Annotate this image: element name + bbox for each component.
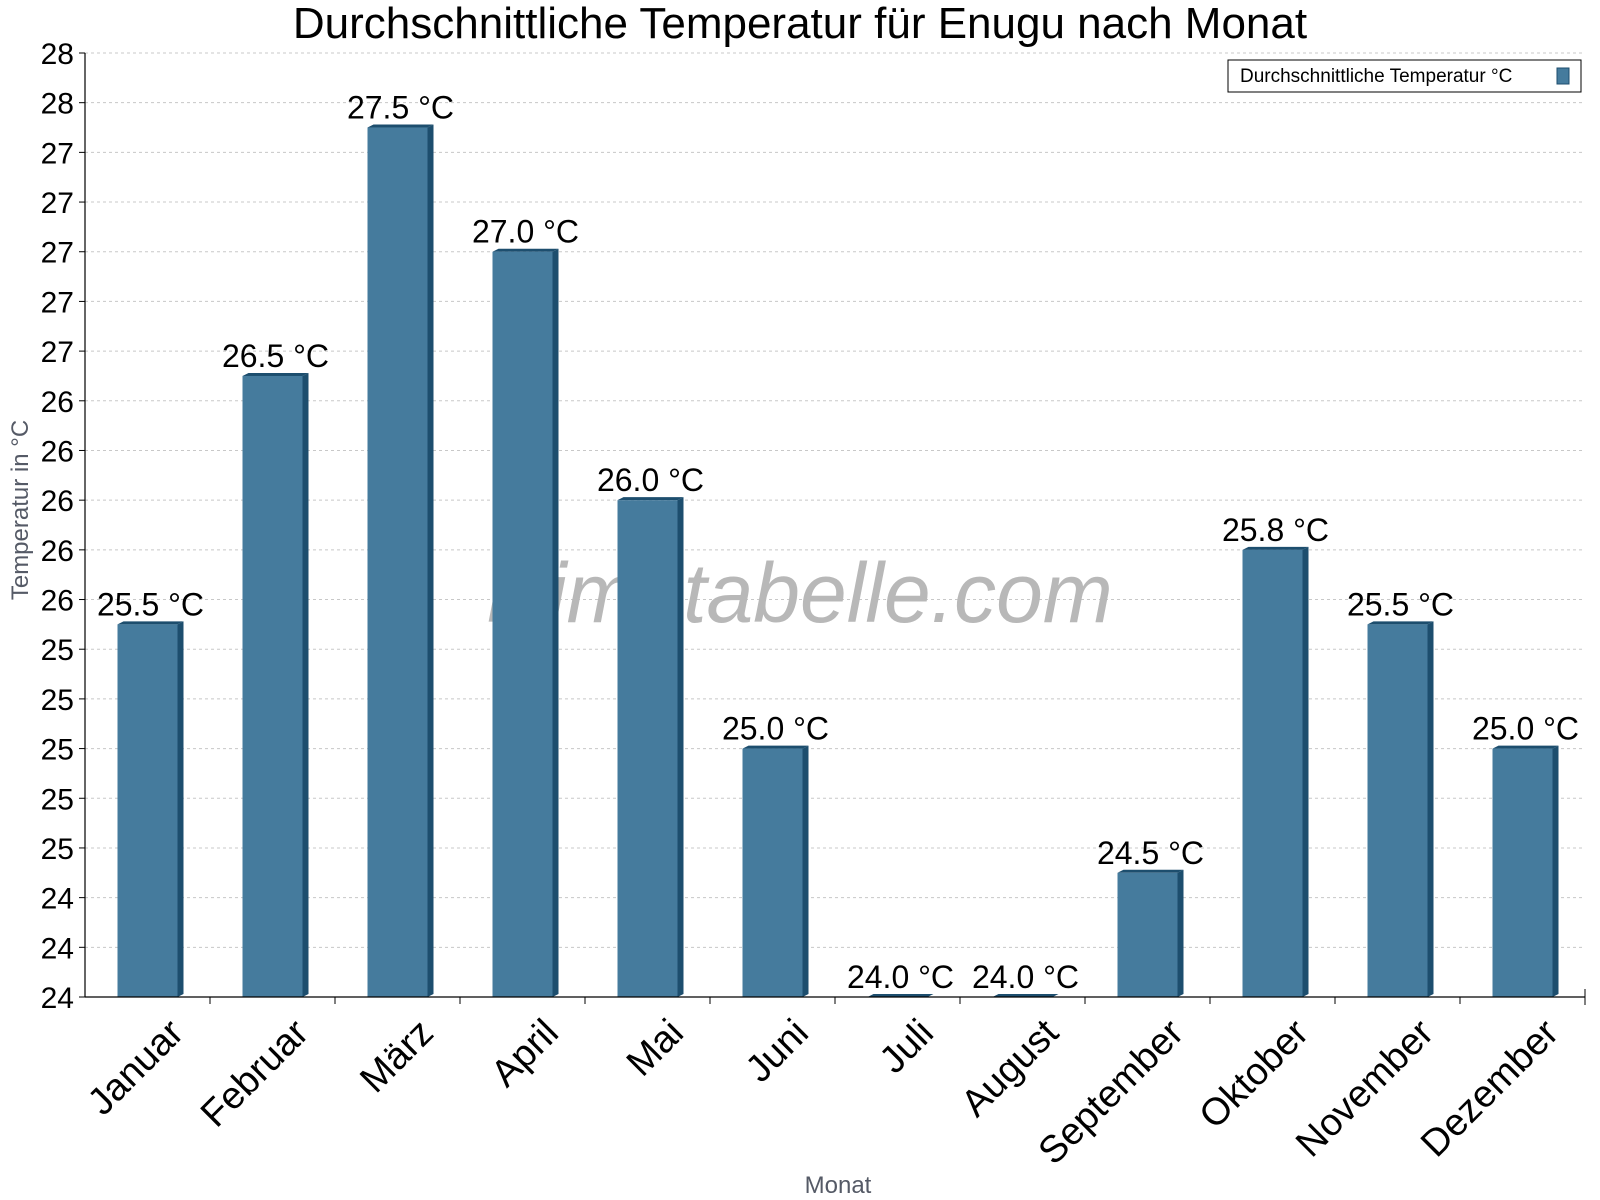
y-tick-label: 26 xyxy=(41,585,74,618)
bar-top xyxy=(742,745,809,749)
chart-title: Durchschnittliche Temperatur für Enugu n… xyxy=(293,0,1307,48)
bar-side xyxy=(1552,745,1559,997)
x-tick-label: März xyxy=(352,1012,441,1101)
y-axis-label: Temperatur in °C xyxy=(7,420,34,600)
bar-top xyxy=(1117,869,1184,873)
bar-top xyxy=(492,248,559,252)
bar-top xyxy=(367,124,434,128)
y-tick-label: 24 xyxy=(41,883,74,916)
x-tick-label: Juli xyxy=(872,1012,942,1082)
bar xyxy=(1367,624,1428,997)
y-axis: 24 24 24 25 25 25 25 25 26 26 26 26 26 27 27 27 27 27 28 28 xyxy=(41,38,86,1015)
legend-box xyxy=(1227,59,1582,93)
data-label: 25.0 °C xyxy=(1472,711,1579,747)
bar xyxy=(1492,748,1553,997)
y-tick-label: 24 xyxy=(41,982,74,1015)
data-label: 24.5 °C xyxy=(1097,835,1204,871)
x-tick-label: Dezember xyxy=(1413,1011,1567,1165)
data-label: 25.0 °C xyxy=(722,711,829,747)
x-tick-label: Januar xyxy=(80,1011,192,1123)
bar xyxy=(1242,549,1303,997)
y-tick-label: 25 xyxy=(41,634,74,667)
y-tick-label: 26 xyxy=(41,435,74,468)
bar-top xyxy=(1367,621,1434,625)
x-tick-label: Mai xyxy=(619,1012,692,1085)
grid-lines xyxy=(85,52,1585,998)
x-tick-label: Juni xyxy=(738,1012,817,1091)
y-tick-label: 26 xyxy=(41,485,74,518)
watermark-layer: klimatabelle.com xyxy=(487,546,1113,640)
data-label: 25.5 °C xyxy=(1347,586,1454,622)
x-axis-label: Monat xyxy=(805,1172,872,1199)
bars xyxy=(117,124,1559,998)
y-tick-label: 26 xyxy=(41,535,74,568)
bar-top xyxy=(1492,745,1559,749)
bar-side xyxy=(177,621,184,997)
data-label: 24.0 °C xyxy=(847,959,954,995)
x-tick-label: Oktober xyxy=(1192,1011,1318,1137)
data-label: 27.0 °C xyxy=(472,214,579,250)
bar-side xyxy=(1427,621,1434,997)
bar xyxy=(742,748,803,997)
data-label: 25.5 °C xyxy=(97,586,204,622)
bar-side xyxy=(677,497,684,997)
y-tick-label: 26 xyxy=(41,386,74,419)
bar-top xyxy=(1242,546,1309,550)
bar-side xyxy=(427,124,434,998)
bar-side xyxy=(302,372,309,997)
bar-top xyxy=(117,621,184,625)
y-tick-label: 25 xyxy=(41,734,74,767)
bar-top xyxy=(617,497,684,501)
bar xyxy=(117,624,178,997)
y-tick-label: 24 xyxy=(41,932,74,965)
bar-side xyxy=(552,248,559,998)
y-tick-label: 27 xyxy=(41,137,74,170)
bar xyxy=(367,127,428,998)
bar-top xyxy=(242,372,309,376)
bar xyxy=(1117,872,1178,997)
x-tick-label: Februar xyxy=(193,1011,317,1135)
x-axis: Januar Februar März April Mai Juni Juli AugustS… xyxy=(80,989,1586,1173)
x-tick-label: August xyxy=(954,1011,1068,1125)
x-tick-label: April xyxy=(483,1012,566,1095)
data-label: 26.5 °C xyxy=(222,338,329,374)
y-tick-label: 27 xyxy=(41,336,74,369)
bar xyxy=(617,500,678,997)
y-tick-label: 25 xyxy=(41,684,74,717)
bar-top xyxy=(867,994,934,997)
y-tick-label: 27 xyxy=(41,286,74,319)
bar xyxy=(492,251,553,998)
bar-top xyxy=(992,994,1059,997)
bar-side xyxy=(1302,546,1309,997)
bar xyxy=(242,375,303,997)
y-tick-label: 28 xyxy=(41,88,74,121)
y-tick-label: 27 xyxy=(41,237,74,270)
data-label: 26.0 °C xyxy=(597,462,704,498)
legend: Durchschnittliche Temperatur °C xyxy=(1227,59,1582,93)
bar-side xyxy=(1177,869,1184,997)
data-label: 25.8 °C xyxy=(1222,512,1329,548)
legend-label: Durchschnittliche Temperatur °C xyxy=(1240,66,1512,87)
data-label: 24.0 °C xyxy=(972,959,1079,995)
y-tick-label: 28 xyxy=(41,38,74,71)
y-tick-label: 25 xyxy=(41,783,74,816)
y-tick-label: 27 xyxy=(41,187,74,220)
data-labels: 25.5 °C 26.5 °C 27.5 °C 27.0 °C 26.0 °C 25.0 … xyxy=(97,90,1579,995)
y-tick-label: 25 xyxy=(41,833,74,866)
bar-side xyxy=(802,745,809,997)
legend-swatch xyxy=(1556,67,1570,85)
watermark: klimatabelle.com xyxy=(487,546,1113,640)
data-label: 27.5 °C xyxy=(347,90,454,126)
